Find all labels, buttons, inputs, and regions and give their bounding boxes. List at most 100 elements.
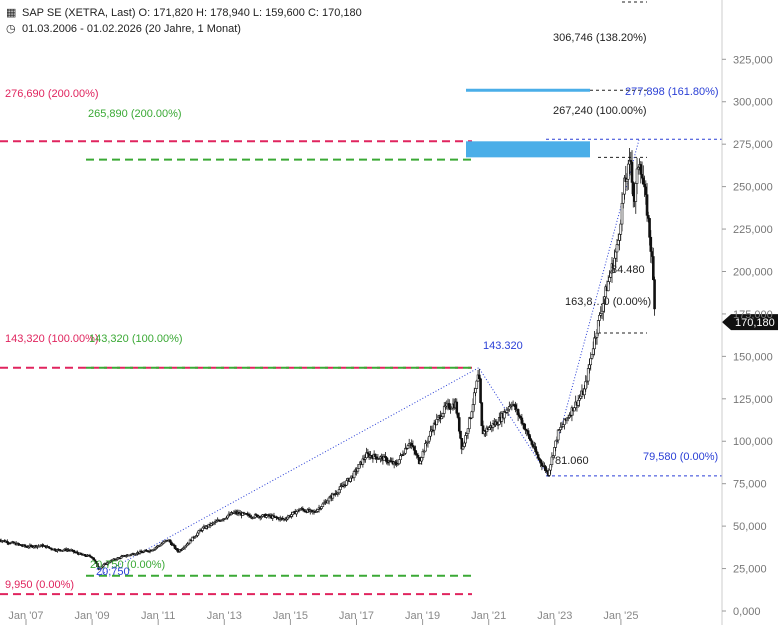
candle-body	[536, 454, 540, 459]
candle-body	[467, 417, 471, 430]
candle-body	[201, 527, 204, 531]
candle-body	[337, 489, 341, 494]
candle-body	[464, 435, 467, 444]
y-tick-label: 225,000	[733, 224, 773, 236]
candle-body	[412, 446, 416, 451]
candle-body	[168, 539, 172, 543]
candle-body	[586, 368, 590, 382]
candle-body	[588, 364, 591, 369]
x-tick-label: Jan '17	[339, 610, 374, 622]
candle-body	[595, 332, 599, 338]
y-tick-label: 250,000	[733, 182, 773, 194]
candle-body	[456, 412, 460, 418]
candle-body	[345, 480, 348, 486]
x-tick-label: Jan '09	[75, 610, 110, 622]
candle-body	[578, 397, 581, 401]
candle-body	[635, 168, 639, 184]
candle-body	[385, 457, 388, 463]
candle-body	[457, 417, 461, 432]
candle-body	[596, 320, 600, 334]
target-lower-label: 267,240 (100.00%)	[553, 105, 647, 117]
candle-body	[471, 404, 475, 413]
candle-body	[544, 466, 547, 471]
candle-body	[488, 427, 491, 431]
pivot-low-2009-label: 20,750	[96, 566, 130, 578]
candle-body	[540, 462, 544, 467]
candle-body	[639, 164, 643, 175]
candle-body	[539, 459, 542, 464]
y-tick-label: 175,000	[733, 309, 773, 321]
fib-pink-200-label: 276,690 (200.00%)	[5, 88, 99, 100]
candle-body	[447, 403, 451, 409]
candle-body	[414, 450, 417, 455]
candle-body	[516, 409, 520, 416]
candle-body	[630, 161, 634, 183]
candle-body	[429, 430, 432, 437]
candle-body	[616, 240, 620, 245]
y-tick-label: 200,000	[733, 266, 773, 278]
candle-body	[606, 281, 610, 292]
x-tick-label: Jan '23	[537, 610, 572, 622]
last-price-label: 170,180	[735, 317, 775, 329]
candle-body	[598, 314, 601, 321]
candle-body	[526, 430, 530, 435]
candle-body	[644, 186, 648, 195]
candle-body	[535, 451, 539, 455]
mid-level-label: 84.480	[611, 264, 645, 276]
candle-body	[619, 223, 623, 235]
x-tick-label: Jan '21	[471, 610, 506, 622]
y-tick-label: 25,000	[733, 564, 767, 576]
candle-body	[608, 276, 611, 282]
candle-body	[441, 413, 445, 417]
price-candles	[0, 147, 656, 571]
ohlc-text: SAP SE (XETRA, Last) O: 171,820 H: 178,9…	[22, 7, 362, 19]
candle-body	[416, 454, 420, 458]
candle-body	[462, 442, 466, 447]
fib-blue-1618-label: 277,898 (161.80%)	[625, 86, 719, 98]
candle-body	[534, 446, 537, 453]
candle-body	[634, 183, 638, 202]
candle-body	[520, 417, 524, 424]
candle-body	[327, 497, 331, 502]
candle-body	[573, 407, 576, 412]
fib-green-0-label: 20,750 (0.00%)	[90, 559, 165, 571]
y-tick-label: 50,000	[733, 521, 767, 533]
candle-body	[420, 457, 424, 462]
chart-header-ohlc: ▦ SAP SE (XETRA, Last) O: 171,820 H: 178,…	[6, 6, 362, 19]
x-tick-label: Jan '13	[207, 610, 242, 622]
x-tick-label: Jan '11	[141, 610, 175, 622]
target-zone-box	[466, 141, 590, 158]
candle-body	[226, 515, 229, 519]
candle-body	[477, 374, 481, 380]
candle-body	[470, 411, 474, 419]
y-tick-label: 300,000	[733, 97, 773, 109]
x-tick-label: Jan '25	[603, 610, 638, 622]
candle-body	[357, 464, 361, 469]
candle-body	[523, 423, 526, 430]
candle-body	[356, 468, 360, 472]
candle-body	[374, 453, 377, 458]
candlestick-icon: ▦	[6, 7, 17, 19]
candle-body	[424, 442, 427, 452]
candle-body	[321, 503, 325, 507]
y-tick-label: 125,000	[733, 394, 773, 406]
candle-body	[641, 177, 645, 185]
candle-body	[349, 477, 352, 482]
candle-body	[600, 310, 604, 314]
candle-body	[653, 279, 656, 310]
candle-body	[643, 183, 646, 188]
candle-body	[615, 244, 619, 253]
candle-body	[442, 405, 446, 414]
candle-body	[352, 471, 356, 478]
candle-body	[410, 443, 413, 446]
fib-green-100-label: 143,320 (100.00%)	[89, 333, 183, 345]
candle-body	[645, 194, 649, 216]
candle-body	[549, 464, 552, 471]
candle-body	[631, 182, 635, 197]
y-tick-label: 325,000	[733, 54, 773, 66]
candle-body	[590, 353, 594, 359]
chart-annotations: 276,690 (200.00%) 265,890 (200.00%) 143,32…	[5, 32, 778, 591]
candle-body	[550, 456, 554, 466]
y-tick-label: 150,000	[733, 351, 773, 363]
